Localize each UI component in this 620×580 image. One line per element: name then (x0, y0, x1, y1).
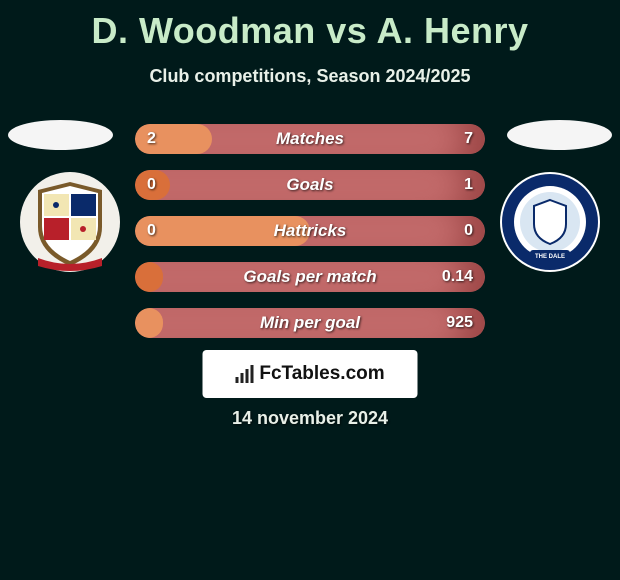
brand-text: FcTables.com (259, 363, 384, 385)
stat-label: Goals per match (135, 262, 485, 292)
right-player-portrait-placeholder (507, 120, 612, 150)
date-line: 14 november 2024 (0, 408, 620, 429)
stat-label: Goals (135, 170, 485, 200)
svg-text:THE DALE: THE DALE (535, 254, 565, 260)
stat-right-value: 0.14 (442, 262, 473, 292)
page-title: D. Woodman vs A. Henry (0, 0, 620, 52)
brand-badge: FcTables.com (203, 350, 418, 398)
stat-row: 0Hattricks0 (135, 216, 485, 246)
roundel-icon: THE DALE (500, 172, 600, 272)
stat-right-value: 925 (446, 308, 473, 338)
stat-label: Hattricks (135, 216, 485, 246)
stat-right-value: 0 (464, 216, 473, 246)
stat-row: Min per goal925 (135, 308, 485, 338)
subtitle: Club competitions, Season 2024/2025 (0, 66, 620, 87)
bar-chart-icon (235, 365, 253, 383)
stat-row: 2Matches7 (135, 124, 485, 154)
shield-icon (20, 172, 120, 272)
stat-label: Matches (135, 124, 485, 154)
left-player-portrait-placeholder (8, 120, 113, 150)
stats-panel: 2Matches70Goals10Hattricks0Goals per mat… (135, 124, 485, 354)
left-club-crest (20, 172, 120, 272)
stat-row: 0Goals1 (135, 170, 485, 200)
stat-right-value: 1 (464, 170, 473, 200)
stat-right-value: 7 (464, 124, 473, 154)
stat-row: Goals per match0.14 (135, 262, 485, 292)
stat-label: Min per goal (135, 308, 485, 338)
right-club-crest: THE DALE (500, 172, 600, 272)
